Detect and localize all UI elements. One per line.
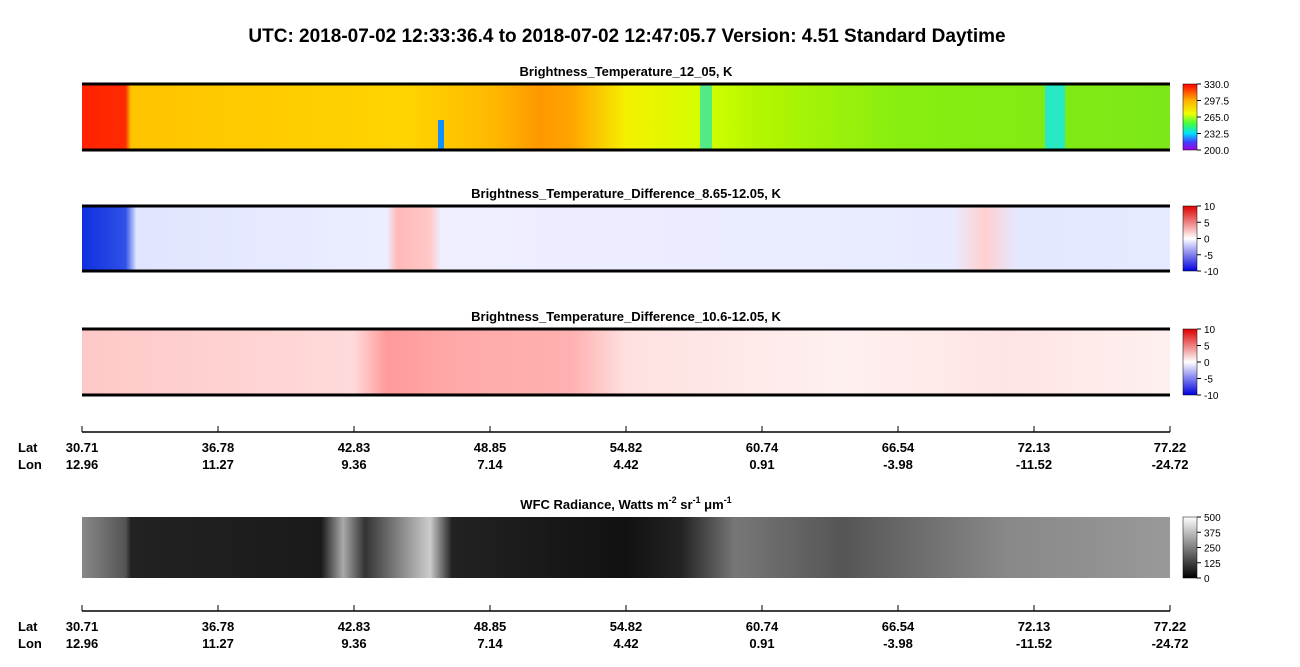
lon-value: 11.27 [202,457,234,472]
colorbar-label: 0 [1204,358,1210,369]
colorbar-label: 0 [1204,235,1210,246]
page-title: UTC: 2018-07-02 12:33:36.4 to 2018-07-02… [248,26,1005,47]
lon-value: 9.36 [341,457,366,472]
lon-label: Lon [18,457,42,472]
colorbar-label: 297.5 [1204,97,1229,108]
lon-value: -3.98 [883,636,913,651]
lon-value: -3.98 [883,457,913,472]
colorbar-label: 5 [1204,218,1210,229]
btd2-image [82,329,1170,395]
lon-value: -24.72 [1152,457,1189,472]
title-part: sr [677,497,693,512]
lat-value: 77.22 [1154,440,1187,455]
lon-value: -11.52 [1016,457,1052,472]
title-part: μm [701,497,724,512]
colorbar-label: 5 [1204,342,1210,353]
lat-value: 48.85 [474,440,507,455]
colorbar [1182,328,1198,396]
colorbar-label: 375 [1204,528,1221,539]
panel-title: Brightness_Temperature_Difference_8.65-1… [471,186,781,201]
lat-value: 36.78 [202,619,235,634]
lon-value: 12.96 [66,457,99,472]
lat-value: 30.71 [66,440,99,455]
lon-value: -11.52 [1016,636,1052,651]
lon-value: 4.42 [613,636,638,651]
panel-title: Brightness_Temperature_Difference_10.6-1… [471,309,781,324]
colorbar [1182,516,1198,579]
title-sup: -1 [724,495,732,505]
colorbar-label: 200.0 [1204,146,1229,157]
lat-value: 60.74 [746,619,779,634]
colorbar-label: 232.5 [1204,130,1229,141]
lat-label: Lat [18,619,38,634]
panel-borders [82,82,1170,397]
bt-streak [1045,84,1065,150]
colorbar-label: 500 [1204,513,1221,524]
colorbar [1182,83,1198,151]
title-sup: -1 [693,495,701,505]
colorbar-label: -10 [1204,391,1219,402]
panel-title: WFC Radiance, Watts m-2 sr-1 μm-1 [520,495,731,512]
lon-value: 9.36 [341,636,366,651]
colorbar-label: -5 [1204,251,1213,262]
lon-value: 12.96 [66,636,99,651]
lat-value: 77.22 [1154,619,1187,634]
title-part: WFC Radiance, Watts m [520,497,668,512]
colorbar-label: 10 [1204,202,1216,213]
colorbar [1182,205,1198,272]
lat-value: 72.13 [1018,619,1051,634]
lat-value: 60.74 [746,440,779,455]
colorbar-label: 0 [1204,574,1210,585]
colorbar-label: 265.0 [1204,113,1229,124]
wfc-image [82,517,1170,578]
lat-value: 36.78 [202,440,235,455]
lon-value: -24.72 [1152,636,1189,651]
colorbar-label: 10 [1204,325,1216,336]
lon-value: 11.27 [202,636,234,651]
btd1-image [82,206,1170,271]
lat-value: 54.82 [610,440,643,455]
lat-value: 42.83 [338,619,371,634]
colorbar-label: -10 [1204,267,1219,278]
bt-image [82,84,1170,150]
lat-value: 54.82 [610,619,643,634]
lat-value: 48.85 [474,619,507,634]
lon-value: 0.91 [749,636,774,651]
lat-value: 72.13 [1018,440,1051,455]
colorbar-label: 330.0 [1204,80,1229,91]
colorbar-label: -5 [1204,375,1213,386]
lat-value: 66.54 [882,440,915,455]
lon-value: 4.42 [613,457,638,472]
colorbar-label: 125 [1204,559,1221,570]
lat-value: 30.71 [66,619,99,634]
bt-streak [438,120,444,150]
lat-value: 42.83 [338,440,371,455]
lon-value: 0.91 [749,457,774,472]
colorbar-label: 250 [1204,544,1221,555]
title-sup: -2 [669,495,677,505]
lon-label: Lon [18,636,42,651]
lon-value: 7.14 [477,636,503,651]
lat-value: 66.54 [882,619,915,634]
bt-streak [700,84,712,150]
panel-title: Brightness_Temperature_12_05, K [520,64,734,79]
lat-label: Lat [18,440,38,455]
lon-value: 7.14 [477,457,503,472]
